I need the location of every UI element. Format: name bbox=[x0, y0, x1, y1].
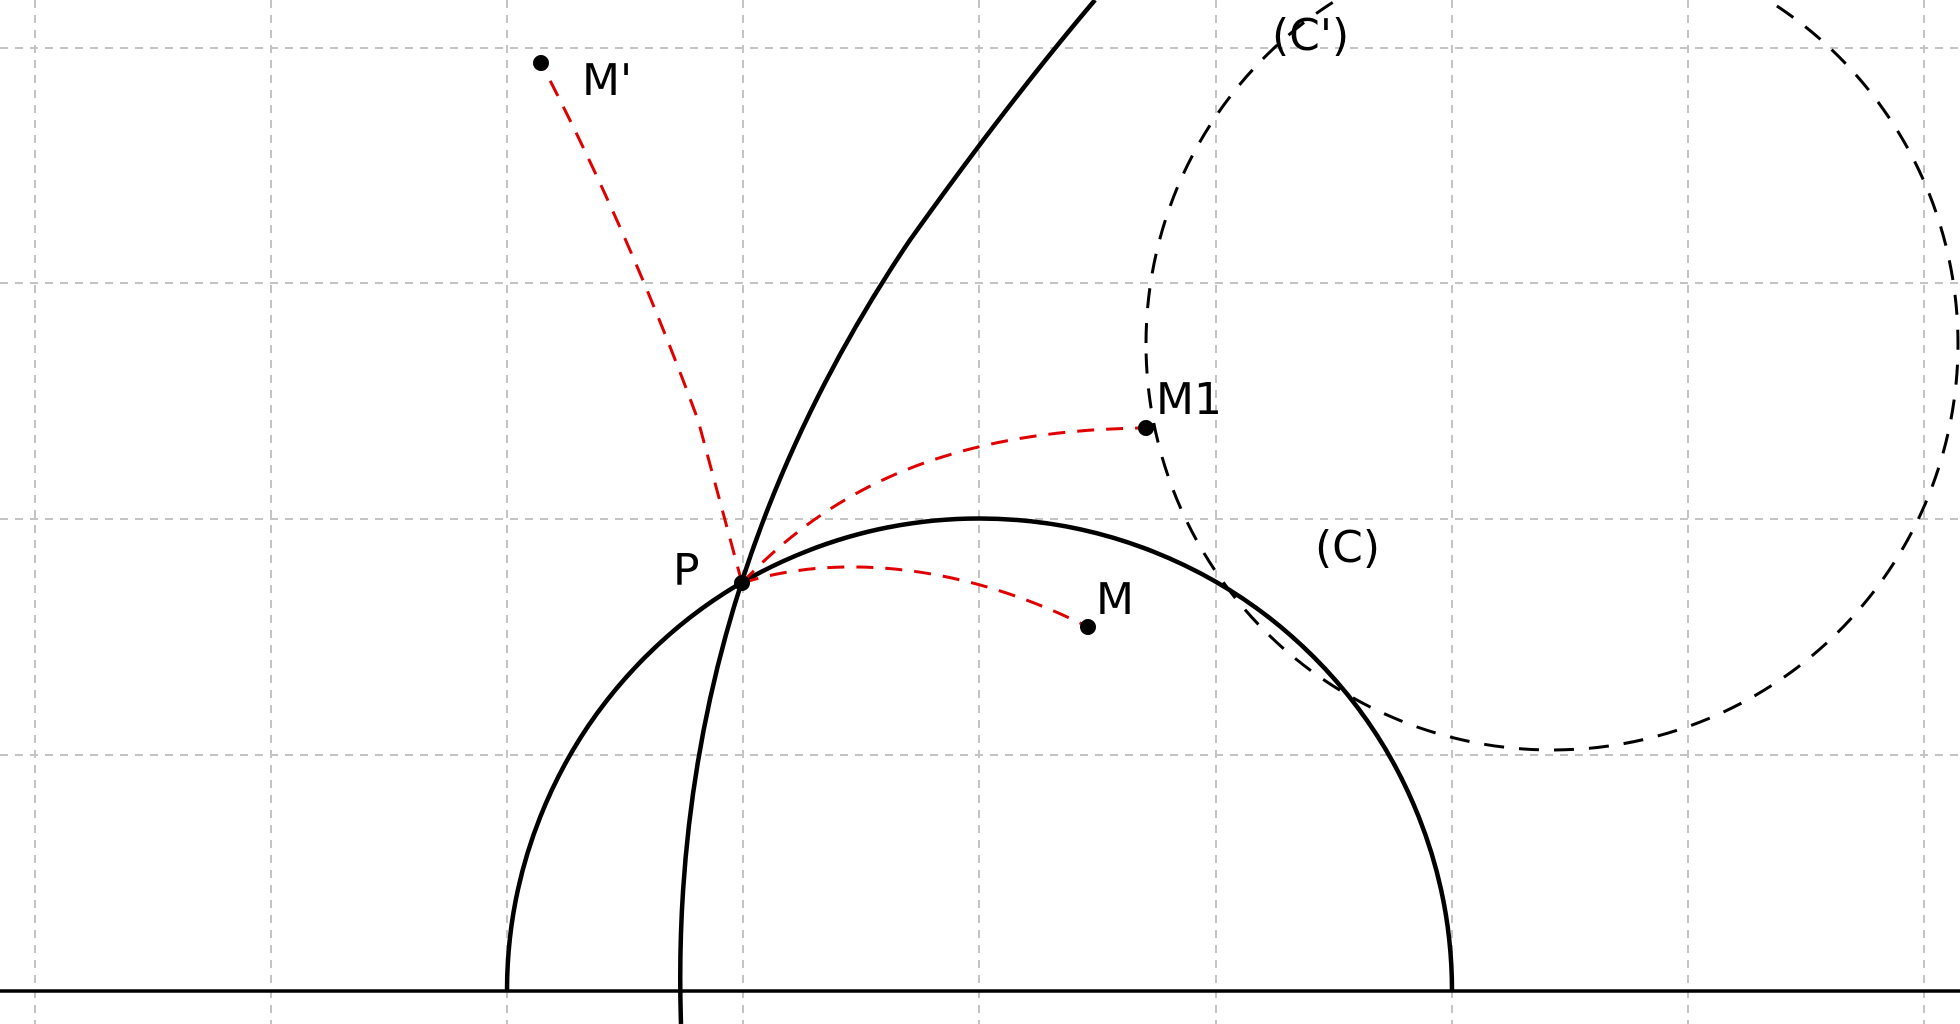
label-point-m1: M1 bbox=[1156, 374, 1222, 425]
point-p-marker bbox=[734, 575, 750, 591]
point-m1-marker bbox=[1138, 420, 1154, 436]
arc-p-to-m bbox=[741, 565, 1089, 629]
dashed-circle-c-prime bbox=[1144, 0, 1960, 752]
label-point-m: M bbox=[1096, 574, 1134, 625]
label-curve-c-prime: (C') bbox=[1272, 10, 1349, 61]
point-m-prime-marker bbox=[533, 55, 549, 71]
construction-lines bbox=[539, 62, 1147, 629]
points bbox=[533, 55, 1154, 635]
label-point-m-prime: M' bbox=[582, 55, 632, 106]
segment-p-to-m-prime bbox=[539, 62, 744, 584]
arc-p-to-m1 bbox=[740, 426, 1147, 585]
curve-c-prime bbox=[678, 0, 1097, 1024]
label-point-p: P bbox=[673, 545, 700, 596]
label-curve-c: (C) bbox=[1315, 522, 1380, 573]
semicircle-c bbox=[504, 516, 1455, 992]
point-m-marker bbox=[1080, 619, 1096, 635]
labels: (C') (C) M' M1 P M bbox=[582, 10, 1380, 625]
